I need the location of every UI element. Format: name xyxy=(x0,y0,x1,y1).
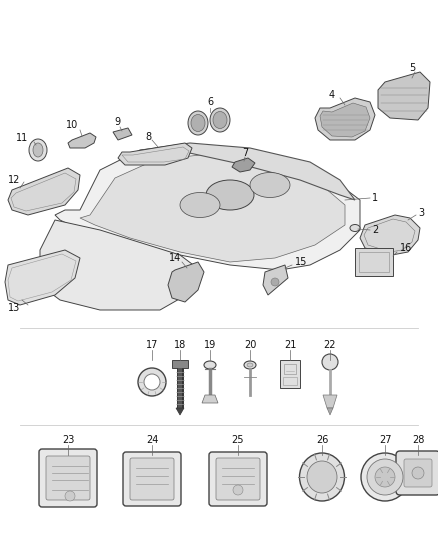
Polygon shape xyxy=(80,155,345,262)
FancyBboxPatch shape xyxy=(123,452,181,506)
Text: 9: 9 xyxy=(114,117,120,127)
Polygon shape xyxy=(168,262,204,302)
Bar xyxy=(283,377,297,385)
Text: 8: 8 xyxy=(145,132,151,142)
Bar xyxy=(172,360,188,368)
Polygon shape xyxy=(378,72,430,120)
Polygon shape xyxy=(68,133,96,148)
Polygon shape xyxy=(320,103,370,137)
Circle shape xyxy=(271,278,279,286)
Polygon shape xyxy=(118,143,192,165)
Text: 11: 11 xyxy=(16,133,28,143)
Polygon shape xyxy=(155,143,355,200)
Polygon shape xyxy=(202,395,218,403)
Text: 12: 12 xyxy=(8,175,21,185)
Polygon shape xyxy=(113,128,132,140)
Text: 2: 2 xyxy=(372,225,378,235)
Text: 1: 1 xyxy=(372,193,378,203)
Polygon shape xyxy=(323,395,337,408)
Text: 28: 28 xyxy=(412,435,424,445)
Ellipse shape xyxy=(250,173,290,198)
Text: 26: 26 xyxy=(316,435,328,445)
Text: 4: 4 xyxy=(329,90,335,100)
Ellipse shape xyxy=(213,111,227,128)
Ellipse shape xyxy=(188,111,208,135)
Polygon shape xyxy=(232,158,255,172)
FancyBboxPatch shape xyxy=(209,452,267,506)
Text: 24: 24 xyxy=(146,435,158,445)
Text: 25: 25 xyxy=(232,435,244,445)
Ellipse shape xyxy=(206,180,254,210)
Ellipse shape xyxy=(191,115,205,132)
Ellipse shape xyxy=(33,143,43,157)
Text: 27: 27 xyxy=(379,435,391,445)
Ellipse shape xyxy=(244,361,256,369)
Ellipse shape xyxy=(307,461,337,493)
Ellipse shape xyxy=(180,192,220,217)
Ellipse shape xyxy=(204,361,216,369)
Circle shape xyxy=(367,459,403,495)
Text: 13: 13 xyxy=(8,303,20,313)
Circle shape xyxy=(375,467,395,487)
Polygon shape xyxy=(360,215,420,255)
Circle shape xyxy=(138,368,166,396)
Text: 15: 15 xyxy=(295,257,307,267)
Circle shape xyxy=(361,453,409,501)
Bar xyxy=(280,360,300,388)
Polygon shape xyxy=(5,250,80,305)
Text: 7: 7 xyxy=(242,148,248,158)
Text: 21: 21 xyxy=(284,340,296,350)
Text: 20: 20 xyxy=(244,340,256,350)
Text: 14: 14 xyxy=(169,253,181,263)
Bar xyxy=(359,252,389,272)
FancyBboxPatch shape xyxy=(130,458,174,500)
Text: 6: 6 xyxy=(207,97,213,107)
Bar xyxy=(284,364,296,374)
FancyBboxPatch shape xyxy=(396,451,438,495)
Polygon shape xyxy=(315,98,375,140)
Text: 23: 23 xyxy=(62,435,74,445)
Text: 18: 18 xyxy=(174,340,186,350)
FancyBboxPatch shape xyxy=(404,459,432,487)
Text: 5: 5 xyxy=(409,63,415,73)
Polygon shape xyxy=(176,408,184,415)
Circle shape xyxy=(233,485,243,495)
Ellipse shape xyxy=(247,363,253,367)
Text: 17: 17 xyxy=(146,340,158,350)
Ellipse shape xyxy=(300,453,345,501)
FancyBboxPatch shape xyxy=(39,449,97,507)
Circle shape xyxy=(412,467,424,479)
Ellipse shape xyxy=(350,224,360,231)
Text: 10: 10 xyxy=(66,120,78,130)
Circle shape xyxy=(144,374,160,390)
Ellipse shape xyxy=(210,108,230,132)
FancyBboxPatch shape xyxy=(216,458,260,500)
Text: 22: 22 xyxy=(324,340,336,350)
Text: 3: 3 xyxy=(418,208,424,218)
Polygon shape xyxy=(327,408,333,415)
FancyBboxPatch shape xyxy=(46,456,90,500)
Polygon shape xyxy=(8,168,80,215)
Polygon shape xyxy=(263,265,288,295)
Circle shape xyxy=(322,354,338,370)
Bar xyxy=(355,248,393,276)
Text: 19: 19 xyxy=(204,340,216,350)
Polygon shape xyxy=(40,220,200,310)
Polygon shape xyxy=(55,145,360,270)
Ellipse shape xyxy=(29,139,47,161)
Text: 16: 16 xyxy=(400,243,412,253)
Circle shape xyxy=(65,491,75,501)
